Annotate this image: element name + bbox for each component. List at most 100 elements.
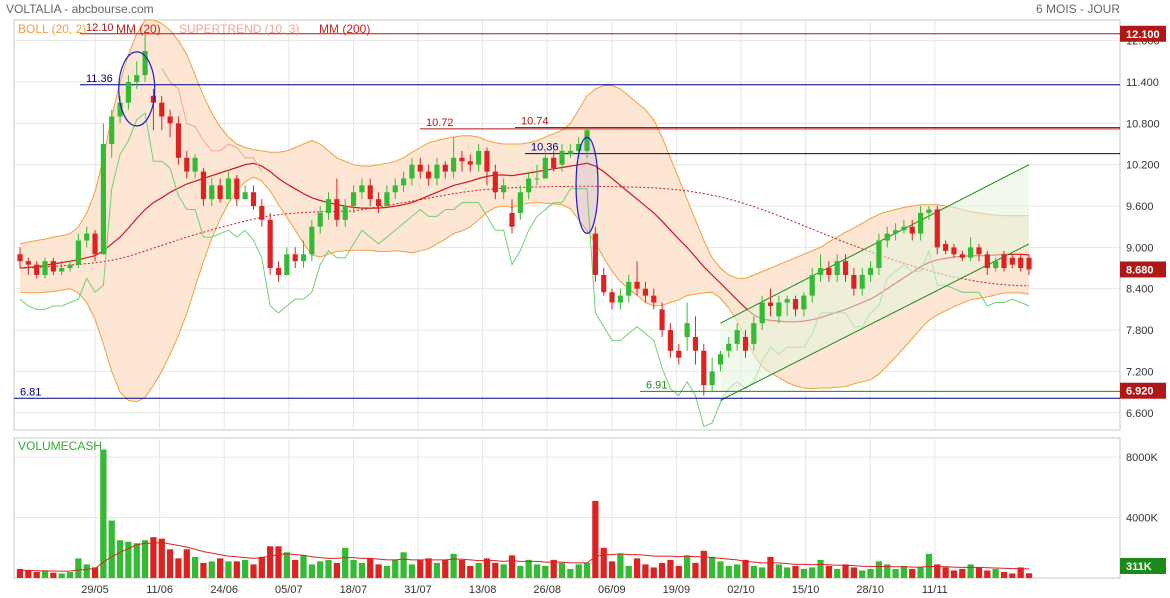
candle-body [959, 254, 965, 258]
candle-body [551, 157, 557, 169]
candle-body [1001, 254, 1007, 269]
volume-bar [792, 565, 799, 578]
candle-body [250, 192, 257, 207]
price-tag-label: 8.680 [1126, 264, 1154, 276]
volume-bar [809, 567, 816, 578]
candle-body [50, 261, 56, 272]
candle-body [92, 233, 98, 255]
candle-body [817, 268, 824, 275]
candle-body [542, 157, 548, 179]
volume-bar [1009, 573, 1016, 578]
volume-bar [992, 568, 999, 578]
candle-body [601, 274, 607, 293]
candle-body [34, 264, 40, 275]
volume-bar [425, 558, 432, 578]
volume-bar [975, 567, 983, 578]
candle-body [634, 281, 640, 289]
trend-channel-upper [720, 164, 1030, 324]
candle-body [150, 95, 157, 103]
volume-tick-label: 4000K [1126, 513, 1158, 525]
volume-bar [158, 538, 165, 578]
x-tick-label: 24/06 [210, 584, 238, 596]
x-tick-label: 18/07 [340, 584, 368, 596]
x-tick-label: 26/08 [533, 584, 561, 596]
candle-body [1009, 257, 1015, 265]
volume-bar [850, 567, 858, 578]
candle-body [225, 178, 232, 200]
volume-bar [400, 552, 407, 578]
volume-bar [625, 565, 632, 578]
price-tag-label: 6.920 [1126, 386, 1154, 398]
volume-bar [1025, 573, 1033, 578]
x-tick-label: 31/07 [404, 584, 432, 596]
volume-bar [842, 564, 849, 578]
candle-body [384, 192, 390, 207]
candle-body [934, 209, 940, 248]
volume-bar [250, 564, 257, 578]
volume-bar [784, 567, 791, 578]
volume-bar [800, 568, 807, 578]
volume-bar [475, 562, 482, 578]
volume-bar [133, 543, 140, 578]
x-tick-label: 05/07 [275, 584, 303, 596]
y-tick-label: 7.200 [1126, 366, 1154, 378]
candle-body [59, 268, 65, 272]
volume-bar [141, 540, 149, 578]
volume-bar [683, 555, 691, 578]
candle-body [367, 185, 373, 200]
candle-body [993, 261, 999, 269]
candle-body [442, 164, 448, 172]
candle-body [417, 164, 423, 172]
volume-bar [175, 558, 182, 578]
volume-bar [633, 558, 641, 578]
volume-bar [458, 559, 466, 578]
candle-body [484, 150, 490, 172]
candle-body [717, 354, 724, 365]
candle-body [434, 164, 440, 179]
candle-body [976, 247, 982, 255]
candle-body [526, 178, 532, 193]
bollinger-upper-line [19, 19, 1029, 279]
y-tick-label: 10.200 [1126, 160, 1160, 172]
volume-bar [925, 553, 933, 578]
candle-body [509, 212, 515, 227]
volume-bar [41, 570, 49, 578]
volume-bar [725, 565, 732, 578]
candle-body [67, 264, 73, 269]
candle-body [1026, 257, 1032, 270]
volume-bar [33, 571, 40, 578]
volume-bar [317, 561, 324, 578]
level-label: 10.72 [426, 117, 454, 129]
volume-bar [233, 561, 240, 578]
candle-body [609, 292, 615, 303]
candle-body [984, 254, 990, 269]
volume-bar [116, 540, 124, 578]
volume-bar [358, 562, 366, 578]
candle-body [275, 268, 282, 275]
candle-body [242, 192, 248, 200]
volume-bar [183, 549, 190, 578]
volume-bar [492, 562, 499, 578]
volume-bar [650, 567, 657, 578]
candle-body [876, 240, 882, 269]
volume-bar [533, 564, 541, 578]
volume-bar [1017, 567, 1024, 578]
bollinger-lower-line [19, 176, 1030, 403]
candle-body [217, 185, 223, 200]
candle-body [742, 336, 749, 351]
chart-period: 6 MOIS - JOUR [1035, 2, 1120, 16]
volume-bar [817, 559, 824, 578]
volume-bar [517, 565, 524, 578]
volume-bar [208, 561, 215, 578]
volume-bar [308, 564, 315, 578]
level-label: 6.91 [646, 379, 667, 391]
candle-body [892, 230, 899, 234]
candle-body [684, 323, 690, 337]
volume-bar [450, 553, 457, 578]
volume-bar [242, 559, 249, 578]
candle-body [451, 157, 457, 172]
candle-body [259, 206, 265, 220]
level-label: 6.81 [20, 386, 41, 398]
level-label: 12.10 [86, 22, 114, 34]
price-tag-box [1120, 382, 1166, 399]
